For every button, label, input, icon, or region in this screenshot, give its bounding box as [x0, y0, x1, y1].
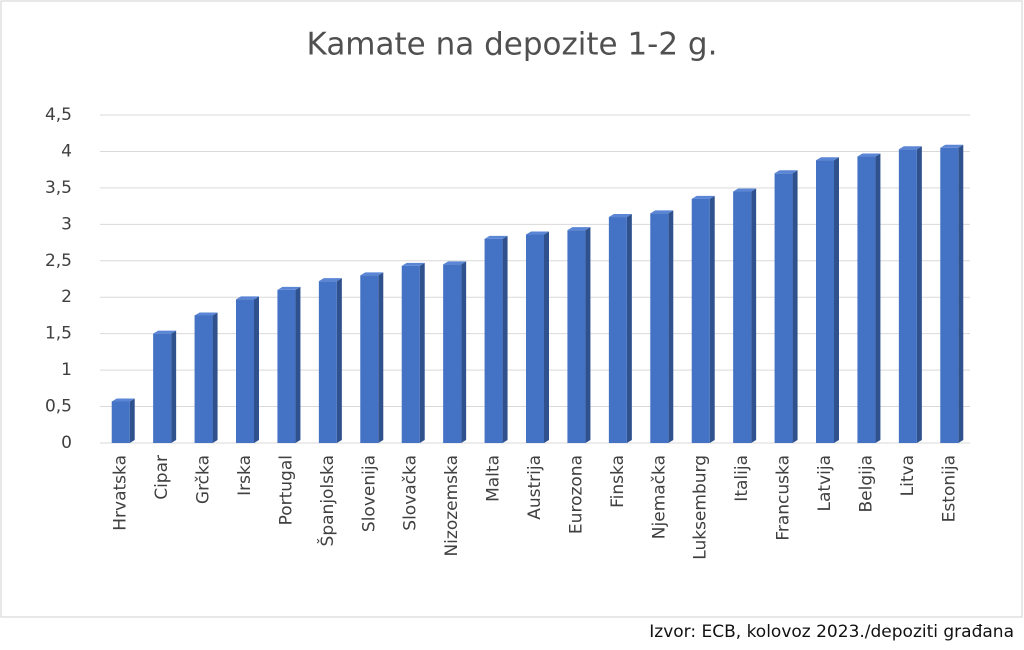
bar-side: [958, 144, 964, 444]
bar: [691, 198, 710, 443]
bar-side: [336, 278, 342, 443]
bar: [484, 238, 503, 443]
chart-frame: [0, 0, 1023, 618]
bar: [857, 156, 876, 443]
bar-side: [212, 312, 218, 443]
chart-title: Kamate na depozite 1-2 g.: [307, 27, 718, 63]
x-tick-label: Hrvatska: [111, 455, 131, 531]
bar-side: [129, 398, 135, 443]
bar: [733, 191, 752, 443]
bar-side: [254, 296, 259, 443]
x-tick-label: Španjolska: [316, 455, 338, 546]
x-tick-label: Italija: [732, 455, 752, 502]
bar-top: [360, 272, 384, 276]
x-tick-label: Francuska: [774, 455, 794, 541]
bar-top: [857, 153, 881, 157]
bar-top: [940, 144, 964, 148]
bar-top: [816, 157, 839, 161]
bar-side: [544, 231, 549, 443]
y-tick-label: 0: [61, 433, 72, 453]
bar: [816, 160, 834, 444]
bar-top: [567, 227, 591, 231]
y-tick-label: 2: [61, 287, 72, 307]
bar: [443, 264, 462, 443]
bar-top: [691, 195, 715, 199]
bar-side: [378, 272, 384, 443]
bar-side: [916, 146, 922, 443]
x-tick-label: Portugal: [276, 455, 296, 525]
bar: [526, 234, 544, 443]
x-tick-label: Slovačka: [401, 455, 421, 531]
bar-side: [875, 153, 881, 443]
y-tick-label: 4,5: [45, 105, 72, 125]
x-tick-label: Cipar: [152, 455, 172, 500]
bar-side: [709, 195, 715, 443]
bar-top: [526, 231, 549, 235]
bar-side: [585, 227, 591, 443]
x-tick-label: Latvija: [815, 455, 835, 511]
y-tick-label: 4: [61, 141, 72, 161]
bar: [236, 299, 254, 443]
bar-side: [626, 214, 632, 443]
x-tick-label: Austrija: [525, 455, 545, 520]
y-tick-label: 3: [61, 214, 72, 234]
y-tick-label: 0,5: [45, 397, 72, 417]
bar-top: [236, 296, 259, 300]
bar: [111, 401, 130, 443]
x-tick-label: Njemačka: [649, 455, 669, 539]
bar-side: [834, 157, 839, 444]
bar: [567, 230, 586, 443]
bar-top: [733, 188, 757, 192]
x-tick-label: Irska: [235, 455, 255, 496]
bar: [940, 147, 959, 444]
y-tick-label: 1: [61, 360, 72, 380]
x-tick-label: Estonija: [939, 455, 959, 522]
x-tick-label: Belgija: [856, 455, 876, 513]
bar-side: [792, 170, 798, 444]
x-tick-label: Slovenija: [359, 455, 379, 532]
x-tick-label: Malta: [484, 455, 504, 502]
bar: [774, 173, 793, 444]
bar: [650, 213, 669, 443]
bar-side: [419, 262, 425, 443]
x-tick-label: Finska: [608, 455, 628, 508]
bar-top: [318, 278, 342, 282]
bar-top: [401, 262, 425, 266]
x-tick-label: Litva: [898, 455, 918, 496]
bar-top: [650, 210, 674, 214]
x-tick-label: Grčka: [194, 455, 214, 504]
bar: [194, 315, 213, 443]
y-tick-label: 1,5: [45, 324, 72, 344]
bar-top: [277, 286, 301, 290]
x-tick-label: Nizozemska: [442, 455, 462, 557]
bar-side: [502, 235, 508, 443]
bar: [318, 281, 337, 443]
bar-side: [668, 210, 674, 443]
x-tick-label: Eurozona: [566, 455, 586, 534]
bar-top: [608, 214, 632, 218]
y-tick-label: 3,5: [45, 178, 72, 198]
bar: [898, 149, 917, 443]
y-tick-label: 2,5: [45, 251, 72, 271]
bar: [277, 289, 296, 443]
x-tick-label: Luksemburg: [691, 455, 711, 560]
bar-side: [461, 261, 467, 443]
source-note: Izvor: ECB, kolovoz 2023./depoziti građa…: [649, 622, 1014, 642]
bar-top: [484, 235, 508, 239]
bar: [153, 333, 172, 443]
bar-top: [194, 312, 218, 316]
bar-top: [774, 170, 798, 174]
bar: [360, 275, 379, 443]
bar: [401, 265, 420, 443]
bar-top: [111, 398, 135, 402]
bar-side: [751, 188, 757, 443]
bar-top: [153, 330, 177, 334]
bar-side: [171, 330, 177, 443]
bar: [608, 217, 627, 443]
bar-top: [898, 146, 922, 150]
bar-top: [443, 261, 467, 265]
bar-side: [295, 286, 301, 443]
